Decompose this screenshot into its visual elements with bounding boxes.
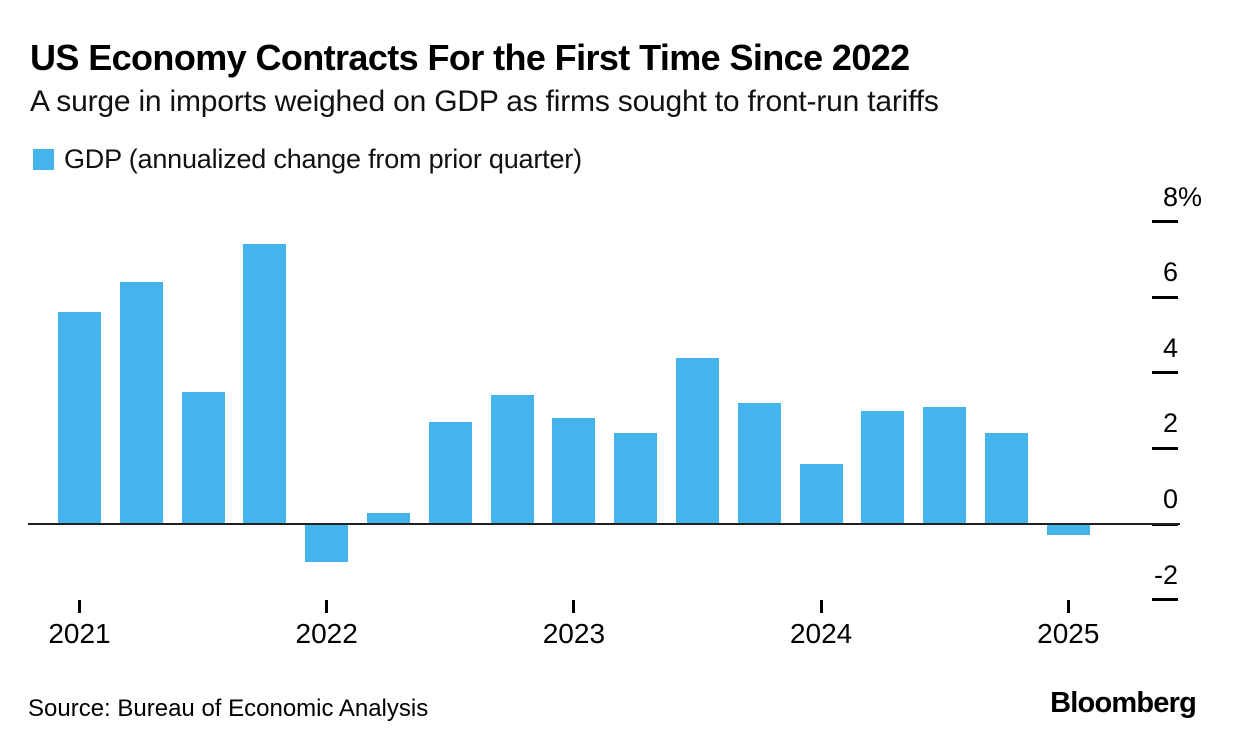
bar bbox=[737, 403, 781, 524]
chart-subtitle: A surge in imports weighed on GDP as fir… bbox=[30, 85, 939, 118]
bar bbox=[799, 463, 843, 524]
x-axis-tick bbox=[325, 600, 329, 613]
y-axis-tick bbox=[1152, 598, 1178, 602]
x-axis-tick-label: 2022 bbox=[295, 618, 358, 649]
bar bbox=[119, 282, 163, 524]
x-axis-tick bbox=[572, 600, 576, 613]
bar bbox=[1046, 524, 1090, 536]
y-axis-tick bbox=[1152, 446, 1178, 450]
bar bbox=[243, 244, 287, 524]
y-axis-tick-label: -2 bbox=[1153, 559, 1178, 590]
percent-sign: % bbox=[1178, 181, 1203, 212]
bar bbox=[305, 524, 349, 562]
y-axis-tick bbox=[1152, 295, 1178, 299]
bar bbox=[367, 512, 410, 524]
bloomberg-logo: Bloomberg bbox=[1050, 687, 1197, 719]
legend: GDP (annualized change from prior quarte… bbox=[33, 143, 582, 174]
x-axis-tick bbox=[819, 600, 823, 613]
bar bbox=[614, 433, 658, 524]
y-axis-tick-label: 0 bbox=[1162, 484, 1178, 514]
source-note: Source: Bureau of Economic Analysis bbox=[28, 695, 429, 722]
x-axis-tick-label: 2024 bbox=[789, 618, 853, 649]
x-axis-tick-label: 2025 bbox=[1037, 618, 1100, 649]
legend-swatch-icon bbox=[33, 148, 54, 170]
bar bbox=[923, 406, 967, 524]
bar bbox=[985, 433, 1028, 524]
y-axis-tick bbox=[1152, 220, 1178, 224]
legend-label: GDP (annualized change from prior quarte… bbox=[64, 143, 582, 174]
bar bbox=[58, 312, 101, 524]
y-axis-tick-label: 6 bbox=[1162, 257, 1178, 288]
y-axis-tick-label: 2 bbox=[1162, 408, 1178, 439]
y-axis-tick-label: 4 bbox=[1162, 332, 1178, 363]
x-axis-line bbox=[28, 523, 1180, 525]
y-axis-tick-label: 8% bbox=[1162, 181, 1203, 212]
bar bbox=[490, 395, 534, 524]
bar bbox=[676, 357, 719, 524]
x-axis-tick-label: 2023 bbox=[542, 618, 606, 649]
x-axis-tick bbox=[1066, 600, 1070, 613]
x-axis-tick bbox=[78, 600, 81, 613]
bar bbox=[428, 421, 472, 524]
bar bbox=[861, 410, 905, 524]
bar bbox=[552, 418, 596, 524]
x-axis-tick-label: 2021 bbox=[48, 618, 111, 649]
chart-title: US Economy Contracts For the First Time … bbox=[30, 37, 910, 78]
y-axis-tick bbox=[1152, 371, 1178, 375]
bar bbox=[181, 391, 225, 524]
